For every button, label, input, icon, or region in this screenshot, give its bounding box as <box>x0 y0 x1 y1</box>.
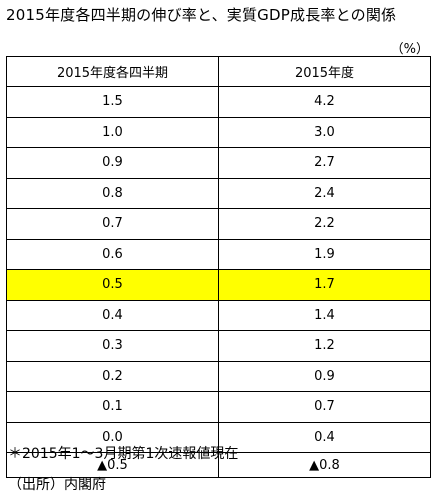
table-row: 0.7 2.2 <box>6 208 431 240</box>
cell-quarterly: 0.7 <box>6 208 219 240</box>
cell-fiscal-year: ▲0.8 <box>218 452 431 478</box>
table-row: 0.8 2.4 <box>6 177 431 209</box>
cell-quarterly: 0.9 <box>6 147 219 179</box>
header-fiscal-year: 2015年度 <box>218 56 431 87</box>
table-row: 0.2 0.9 <box>6 360 431 392</box>
cell-quarterly: 0.8 <box>6 177 219 209</box>
page-title: 2015年度各四半期の伸び率と、実質GDP成長率との関係 <box>6 6 397 24</box>
cell-quarterly: 0.0 <box>6 421 219 453</box>
cell-quarterly: 0.2 <box>6 360 219 392</box>
cell-fiscal-year: 1.2 <box>218 330 431 362</box>
table-row: 0.3 1.2 <box>6 330 431 362</box>
table-row: 0.9 2.7 <box>6 147 431 179</box>
table-row: ▲0.5 ▲0.8 <box>6 452 431 478</box>
table-row: 1.0 3.0 <box>6 116 431 148</box>
cell-fiscal-year: 0.7 <box>218 391 431 423</box>
cell-quarterly: 1.5 <box>6 86 219 118</box>
table-row: 0.1 0.7 <box>6 391 431 423</box>
cell-quarterly: 1.0 <box>6 116 219 148</box>
cell-fiscal-year: 0.4 <box>218 421 431 453</box>
cell-fiscal-year: 1.7 <box>218 269 431 301</box>
cell-fiscal-year: 1.4 <box>218 299 431 331</box>
cell-fiscal-year: 3.0 <box>218 116 431 148</box>
cell-quarterly: 0.5 <box>6 269 219 301</box>
table-row-highlighted: 0.5 1.7 <box>6 269 431 301</box>
cell-fiscal-year: 2.4 <box>218 177 431 209</box>
cell-fiscal-year: 2.2 <box>218 208 431 240</box>
table-row: 1.5 4.2 <box>6 86 431 118</box>
table-row: 0.4 1.4 <box>6 299 431 331</box>
cell-quarterly: 0.6 <box>6 238 219 270</box>
cell-quarterly: 0.1 <box>6 391 219 423</box>
table-row: 0.0 0.4 <box>6 421 431 453</box>
cell-quarterly: 0.3 <box>6 330 219 362</box>
cell-quarterly: 0.4 <box>6 299 219 331</box>
header-quarterly: 2015年度各四半期 <box>6 56 219 87</box>
cell-fiscal-year: 2.7 <box>218 147 431 179</box>
footnote: ＊2015年1～3月期第1次速報値現在 <box>8 446 239 462</box>
table-header-row: 2015年度各四半期 2015年度 <box>6 56 431 87</box>
source-note: （出所）内閣府 <box>8 477 106 493</box>
unit-label: （%） <box>390 42 429 57</box>
cell-fiscal-year: 4.2 <box>218 86 431 118</box>
table-row: 0.6 1.9 <box>6 238 431 270</box>
cell-fiscal-year: 1.9 <box>218 238 431 270</box>
cell-fiscal-year: 0.9 <box>218 360 431 392</box>
growth-table: 2015年度各四半期 2015年度 1.5 4.2 1.0 3.0 0.9 2.… <box>6 56 431 478</box>
